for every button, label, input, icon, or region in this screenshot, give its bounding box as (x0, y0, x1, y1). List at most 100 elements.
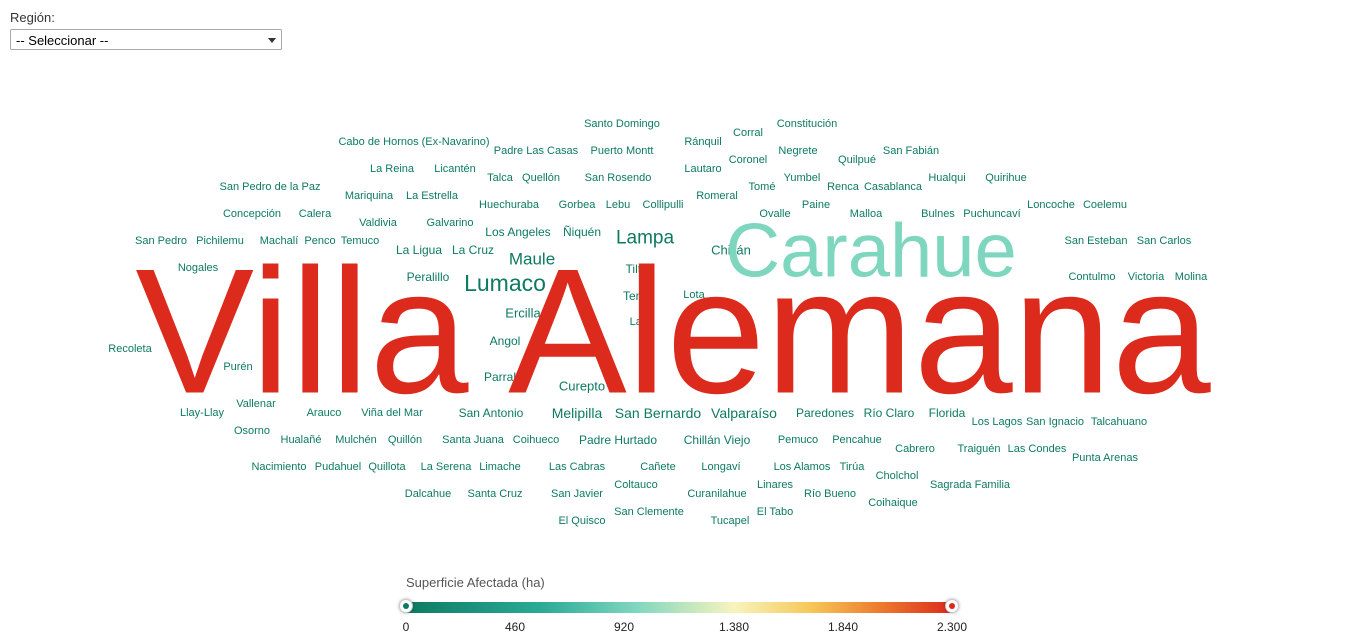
word-cloud-word[interactable]: Santo Domingo (584, 118, 660, 130)
word-cloud-word[interactable]: Osorno (234, 425, 270, 437)
word-cloud-word[interactable]: San Carlos (1137, 235, 1192, 247)
word-cloud-word[interactable]: Peralillo (407, 270, 450, 284)
word-cloud-word[interactable]: Los Lagos (972, 416, 1023, 428)
word-cloud-word[interactable]: Huechuraba (479, 199, 540, 211)
word-cloud-word[interactable]: Loncoche (1027, 199, 1075, 211)
word-cloud-word[interactable]: Llay-Llay (180, 407, 225, 419)
word-cloud-word[interactable]: Parral (484, 370, 516, 384)
word-cloud-word[interactable]: Purén (223, 361, 252, 373)
word-cloud-word[interactable]: Limache (479, 461, 521, 473)
word-cloud-word[interactable]: Linares (757, 479, 794, 491)
word-cloud-word[interactable]: Nacimiento (251, 461, 306, 473)
word-cloud-word[interactable]: San Fabián (883, 145, 939, 157)
word-cloud-word[interactable]: Quirihue (985, 172, 1027, 184)
word-cloud-word[interactable]: Valdivia (359, 217, 398, 229)
legend-min-handle[interactable] (399, 599, 413, 613)
word-cloud-word[interactable]: Licantén (434, 163, 476, 175)
word-cloud-word[interactable]: Puerto Montt (591, 145, 654, 157)
word-cloud-word[interactable]: Curanilahue (687, 488, 746, 500)
word-cloud-word[interactable]: Cabo de Hornos (Ex-Navarino) (338, 136, 489, 148)
word-cloud-word[interactable]: Longaví (701, 461, 740, 473)
word-cloud-word[interactable]: Angol (490, 334, 521, 348)
word-cloud-word[interactable]: San Ignacio (1026, 416, 1084, 428)
word-cloud-word[interactable]: Coihueco (513, 434, 559, 446)
word-cloud-word[interactable]: Santa Cruz (467, 488, 522, 500)
word-cloud-word[interactable]: Pichilemu (196, 235, 244, 247)
word-cloud-word[interactable]: Ñiquén (563, 225, 601, 239)
word-cloud-word[interactable]: Paine (802, 199, 830, 211)
word-cloud-word[interactable]: Río Bueno (804, 488, 856, 500)
word-cloud-word[interactable]: Valparaíso (711, 405, 777, 421)
word-cloud-word[interactable]: Concepción (223, 208, 281, 220)
word-cloud-word[interactable]: Pemuco (778, 434, 818, 446)
word-cloud-word[interactable]: Mariquina (345, 190, 394, 202)
word-cloud-word[interactable]: La Estrella (406, 190, 459, 202)
word-cloud-word[interactable]: Yumbel (784, 172, 821, 184)
word-cloud-word[interactable]: Coronel (729, 154, 768, 166)
word-cloud-word[interactable]: Villa Alemana (135, 232, 1210, 431)
word-cloud-word[interactable]: Corral (733, 127, 763, 139)
word-cloud-word[interactable]: Hualañé (281, 434, 322, 446)
word-cloud-word[interactable]: Santa Juana (442, 434, 505, 446)
word-cloud-word[interactable]: La Ligua (396, 243, 442, 257)
word-cloud-word[interactable]: Padre Las Casas (494, 145, 579, 157)
word-cloud-word[interactable]: Tomé (749, 181, 776, 193)
word-cloud-word[interactable]: Los Alamos (774, 461, 831, 473)
word-cloud-word[interactable]: Negrete (778, 145, 817, 157)
word-cloud-word[interactable]: Renca (827, 181, 860, 193)
word-cloud-word[interactable]: Coelemu (1083, 199, 1127, 211)
word-cloud-word[interactable]: Machalí (260, 235, 299, 247)
word-cloud-word[interactable]: San Bernardo (615, 405, 702, 421)
word-cloud-word[interactable]: Quillón (388, 434, 422, 446)
word-cloud-word[interactable]: San Pedro (135, 235, 187, 247)
word-cloud-word[interactable]: Gorbea (559, 199, 597, 211)
word-cloud-word[interactable]: Carahue (725, 209, 1017, 294)
word-cloud-word[interactable]: Tucapel (711, 515, 750, 527)
word-cloud-word[interactable]: Teno (623, 289, 649, 303)
word-cloud-word[interactable]: La Cruz (452, 243, 494, 257)
word-cloud-word[interactable]: La Reina (370, 163, 415, 175)
word-cloud-word[interactable]: Quellón (522, 172, 560, 184)
word-cloud-word[interactable]: Ránquil (684, 136, 721, 148)
word-cloud-word[interactable]: San Clemente (614, 506, 684, 518)
word-cloud-word[interactable]: Pudahuel (315, 461, 362, 473)
word-cloud-word[interactable]: Penco (304, 235, 335, 247)
word-cloud-word[interactable]: Constitución (777, 118, 838, 130)
word-cloud-word[interactable]: Chillán (711, 243, 751, 258)
word-cloud-word[interactable]: Florida (929, 406, 966, 420)
word-cloud-word[interactable]: Ovalle (759, 208, 790, 220)
word-cloud-word[interactable]: San Pedro de la Paz (220, 181, 321, 193)
word-cloud-word[interactable]: Lota (683, 289, 705, 301)
word-cloud-word[interactable]: Arauco (307, 407, 342, 419)
word-cloud-word[interactable]: Los Angeles (485, 225, 550, 239)
word-cloud-word[interactable]: Lampa (616, 228, 675, 249)
word-cloud-word[interactable]: Bulnes (921, 208, 955, 220)
word-cloud-word[interactable]: Lumaco (464, 270, 546, 296)
word-cloud-word[interactable]: El Tabo (757, 506, 794, 518)
word-cloud-word[interactable]: Coihaique (868, 497, 918, 509)
word-cloud-word[interactable]: Malloa (850, 208, 883, 220)
word-cloud-word[interactable]: San Javier (551, 488, 603, 500)
word-cloud-word[interactable]: Romeral (696, 190, 738, 202)
region-select[interactable]: -- Seleccionar -- (10, 29, 282, 50)
word-cloud-word[interactable]: Las Cabras (549, 461, 606, 473)
word-cloud-word[interactable]: Calera (299, 208, 332, 220)
word-cloud-word[interactable]: Talca (487, 172, 514, 184)
word-cloud-word[interactable]: Contulmo (1068, 271, 1115, 283)
word-cloud-word[interactable]: Hualqui (928, 172, 965, 184)
word-cloud-word[interactable]: Las Condes (1008, 443, 1067, 455)
word-cloud-word[interactable]: Nogales (178, 262, 219, 274)
word-cloud-word[interactable]: Cabrero (895, 443, 935, 455)
word-cloud-word[interactable]: Puchuncaví (963, 208, 1020, 220)
word-cloud-word[interactable]: Laja (630, 316, 652, 328)
word-cloud-word[interactable]: Curepto (559, 379, 605, 394)
word-cloud-word[interactable]: Vallenar (236, 398, 276, 410)
word-cloud-word[interactable]: Collipulli (643, 199, 684, 211)
word-cloud-word[interactable]: Lautaro (684, 163, 721, 175)
word-cloud-word[interactable]: Tirúa (840, 461, 866, 473)
word-cloud-word[interactable]: Galvarino (426, 217, 473, 229)
word-cloud-word[interactable]: Victoria (1128, 271, 1165, 283)
word-cloud-word[interactable]: Quillota (368, 461, 406, 473)
word-cloud-word[interactable]: La Serena (421, 461, 473, 473)
word-cloud-word[interactable]: Padre Hurtado (579, 433, 657, 447)
